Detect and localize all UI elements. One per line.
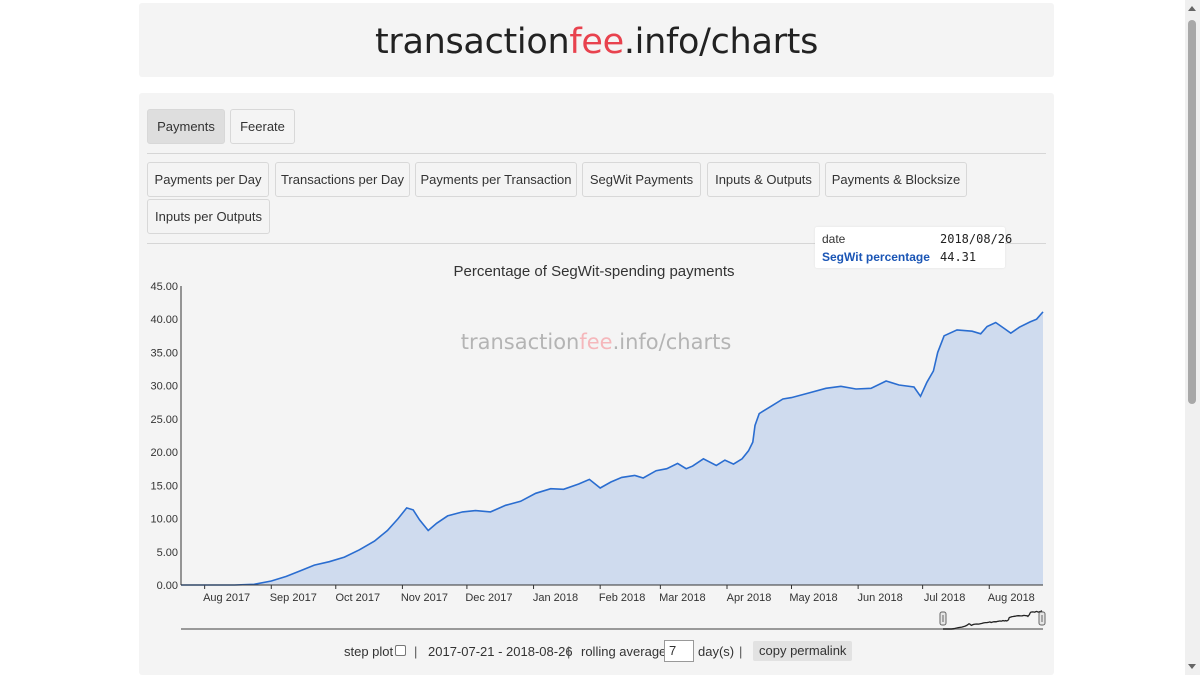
site-title-suffix: .info/charts: [623, 22, 819, 62]
rolling-average-input[interactable]: 7: [664, 640, 694, 662]
tooltip-date-value: 2018/08/26: [940, 232, 1013, 246]
days-label: day(s): [698, 644, 735, 659]
scroll-up-icon[interactable]: [1188, 6, 1196, 11]
subtab-payments-per-day[interactable]: Payments per Day: [147, 162, 269, 197]
scroll-down-icon[interactable]: [1188, 664, 1196, 669]
subtabs-divider: [147, 243, 1046, 244]
subtab-payments-blocksize[interactable]: Payments & Blocksize: [825, 162, 967, 197]
subtab-payments-per-transaction[interactable]: Payments per Transaction: [415, 162, 577, 197]
chart-tooltip: date 2018/08/26 SegWit percentage 44.31: [815, 227, 1012, 268]
separator-2: |: [567, 644, 571, 659]
copy-permalink-button[interactable]: copy permalink: [753, 641, 853, 661]
subtab-transactions-per-day[interactable]: Transactions per Day: [275, 162, 410, 197]
tooltip-date-row: date 2018/08/26: [822, 230, 1012, 248]
step-plot-checkbox[interactable]: [395, 645, 406, 656]
separator-1: |: [414, 644, 418, 659]
tooltip-date-label: date: [822, 232, 846, 246]
tabs-divider: [147, 153, 1046, 154]
tooltip-series-label: SegWit percentage: [822, 250, 930, 264]
tab-payments[interactable]: Payments: [147, 109, 225, 144]
site-title-prefix: transaction: [374, 22, 570, 62]
site-header: transactionfee.info/charts: [139, 3, 1054, 77]
tab-feerate[interactable]: Feerate: [230, 109, 295, 144]
separator-3: |: [739, 644, 743, 659]
page-scrollbar[interactable]: [1185, 0, 1200, 675]
scrollbar-thumb[interactable]: [1188, 20, 1196, 404]
site-title[interactable]: transactionfee.info/charts: [375, 22, 818, 62]
date-range: 2017-07-21 - 2018-08-26: [428, 644, 573, 659]
step-plot-label: step plot: [344, 644, 394, 659]
subtab-inputs-per-outputs[interactable]: Inputs per Outputs: [147, 199, 270, 234]
rolling-average-label: rolling average: [581, 644, 667, 659]
tooltip-series-row: SegWit percentage 44.31: [822, 248, 1000, 266]
subtab-inputs-outputs[interactable]: Inputs & Outputs: [707, 162, 820, 197]
site-title-fee: fee: [569, 22, 624, 62]
tooltip-series-value: 44.31: [940, 250, 977, 264]
subtab-segwit-payments[interactable]: SegWit Payments: [582, 162, 701, 197]
